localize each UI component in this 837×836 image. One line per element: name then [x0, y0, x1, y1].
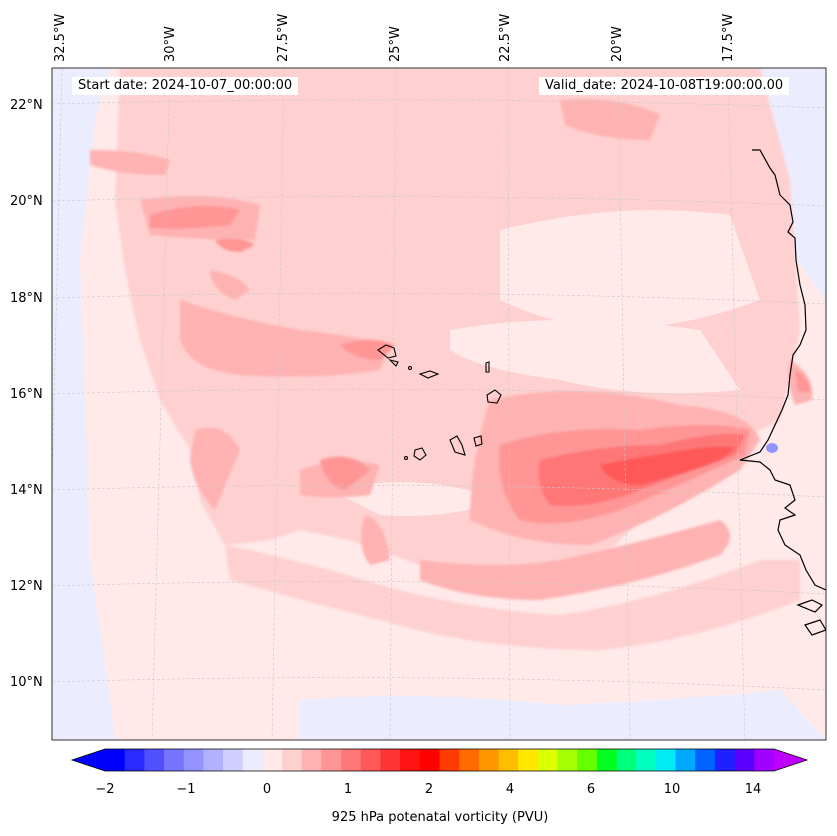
colorbar-segment — [577, 749, 598, 771]
colorbar-segment — [164, 749, 185, 771]
coastline — [739, 149, 826, 636]
colorbar-segment — [636, 749, 657, 771]
colorbar-segment — [262, 749, 283, 771]
colorbar-segment — [537, 749, 559, 771]
colorbar — [70, 748, 809, 772]
colorbar-segment — [754, 749, 775, 771]
graticule — [52, 68, 826, 740]
colorbar-segment — [203, 749, 224, 771]
colorbar-segment — [439, 749, 460, 771]
start-date-label: Start date: 2024-10-07_00:00:00 — [72, 77, 299, 95]
colorbar-segment — [675, 749, 696, 771]
lon-label-25w: 25°W — [388, 26, 403, 62]
pv-pocket-south — [330, 482, 500, 516]
pv-negative-south — [300, 690, 826, 740]
pv-field — [52, 68, 826, 740]
lon-label-17-5w: 17.5°W — [721, 13, 736, 62]
colorbar-tick: 1 — [343, 782, 353, 797]
pv-region-low-south — [225, 545, 800, 650]
colorbar-segment — [518, 749, 539, 771]
pv-core-max — [600, 446, 735, 485]
colorbar-segment — [596, 749, 618, 771]
lat-label-12n: 12°N — [10, 579, 43, 594]
colorbar-segment — [341, 749, 362, 771]
colorbar-segment — [459, 749, 480, 771]
colorbar-segment — [557, 749, 578, 771]
colorbar-tick: 4 — [505, 782, 515, 797]
colorbar-segment — [400, 749, 421, 771]
colorbar-tick: 6 — [586, 782, 596, 797]
colorbar-tick: −1 — [176, 782, 196, 797]
colorbar-segment — [183, 749, 204, 771]
map-frame — [51, 67, 827, 741]
colorbar-segment — [714, 749, 736, 771]
pv-pocket-ne — [500, 210, 760, 330]
colorbar-tick: 14 — [744, 782, 762, 797]
lon-label-32-5w: 32.5°W — [53, 13, 68, 62]
lat-label-18n: 18°N — [10, 291, 43, 306]
colorbar-segment — [380, 749, 401, 771]
colorbar-extend-low — [72, 749, 105, 771]
colorbar-segment — [478, 749, 500, 771]
lat-label-20n: 20°N — [10, 194, 43, 209]
colorbar-segment — [695, 749, 716, 771]
lon-label-27-5w: 27.5°W — [276, 13, 291, 62]
colorbar-segment — [242, 749, 263, 771]
colorbar-tick: 0 — [262, 782, 272, 797]
lon-label-22-5w: 22.5°W — [498, 13, 513, 62]
colorbar-segment — [223, 749, 244, 771]
colorbar-outline — [70, 748, 809, 772]
colorbar-segments — [105, 749, 775, 771]
lat-label-10n: 10°N — [10, 675, 43, 690]
colorbar-tick: −2 — [95, 782, 115, 797]
pv-pocket-mid — [450, 320, 740, 394]
colorbar-segment — [301, 749, 322, 771]
lon-label-20w: 20°W — [610, 26, 625, 62]
colorbar-segment — [734, 749, 755, 771]
colorbar-segment — [616, 749, 637, 771]
colorbar-tick: 10 — [663, 782, 681, 797]
lat-label-16n: 16°N — [10, 387, 43, 402]
colorbar-segment — [124, 749, 145, 771]
colorbar-segment — [419, 749, 440, 771]
cape-verde-islands — [377, 344, 502, 461]
colorbar-segment — [498, 749, 519, 771]
pv-negative-west — [52, 68, 115, 740]
lat-label-14n: 14°N — [10, 483, 43, 498]
colorbar-title: 925 hPa potenatal vorticity (PVU) — [331, 810, 549, 825]
lon-label-30w: 30°W — [163, 26, 178, 62]
pv-negative-spot — [766, 443, 778, 453]
valid-date-label: Valid_date: 2024-10-08T19:00:00.00 — [539, 77, 790, 95]
colorbar-segment — [360, 749, 381, 771]
colorbar-segment — [655, 749, 677, 771]
colorbar-segment — [282, 749, 303, 771]
colorbar-extend-high — [774, 749, 807, 771]
colorbar-segment — [105, 749, 126, 771]
lat-label-22n: 22°N — [10, 98, 43, 113]
colorbar-segment — [144, 749, 165, 771]
colorbar-tick: 2 — [424, 782, 434, 797]
colorbar-segment — [321, 749, 342, 771]
